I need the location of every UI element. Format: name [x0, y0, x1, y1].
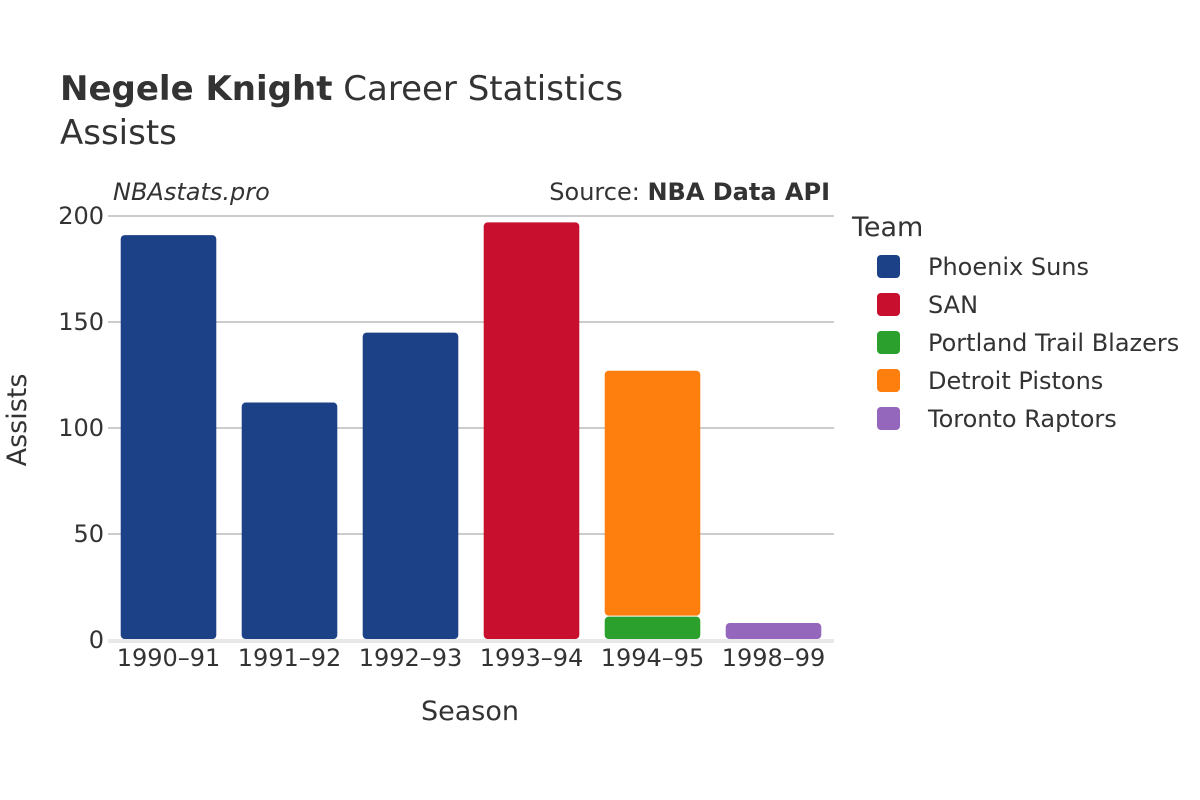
- legend-label: SAN: [928, 291, 978, 319]
- legend-swatch: [877, 255, 900, 278]
- legend-swatch: [877, 293, 900, 316]
- source-prefix: Source:: [549, 178, 647, 206]
- gridlines: [108, 215, 834, 643]
- legend-item-toronto-raptors[interactable]: Toronto Raptors: [877, 405, 1117, 433]
- bar-phoenix-suns-1992–93[interactable]: [362, 332, 459, 639]
- y-tick-labels: 0 50 100 150 200: [58, 202, 104, 654]
- bar-portland-trail-blazers-1994–95[interactable]: [604, 616, 701, 639]
- bar-toronto-raptors-1998–99[interactable]: [725, 623, 822, 639]
- y-axis-title: Assists: [2, 374, 33, 467]
- bar-phoenix-suns-1990–91[interactable]: [120, 235, 217, 639]
- source-name: NBA Data API: [647, 178, 830, 206]
- bar-phoenix-suns-1991–92[interactable]: [241, 402, 338, 639]
- x-tick-label: 1990–91: [117, 644, 221, 672]
- chart-subtitle: Assists: [60, 113, 177, 153]
- legend-swatch: [877, 369, 900, 392]
- legend-swatch: [877, 331, 900, 354]
- x-tick-label: 1991–92: [238, 644, 342, 672]
- bar-detroit-pistons-1994–95[interactable]: [604, 370, 701, 616]
- title-player-name: Negele Knight: [60, 69, 332, 109]
- legend-item-portland-trail-blazers[interactable]: Portland Trail Blazers: [877, 329, 1179, 357]
- y-tick-label: 200: [58, 202, 104, 230]
- y-tick-label: 50: [73, 520, 104, 548]
- legend-item-san[interactable]: SAN: [877, 291, 978, 319]
- legend-swatch: [877, 407, 900, 430]
- bar-san-1993–94[interactable]: [483, 222, 580, 640]
- legend-label: Detroit Pistons: [928, 367, 1103, 395]
- legend-label: Portland Trail Blazers: [928, 329, 1179, 357]
- x-tick-label: 1998–99: [722, 644, 826, 672]
- y-tick-label: 150: [58, 308, 104, 336]
- watermark: NBAstats.pro: [113, 178, 270, 206]
- legend-label: Phoenix Suns: [928, 253, 1089, 281]
- x-axis-title: Season: [421, 696, 519, 727]
- title-rest: Career Statistics: [332, 69, 623, 109]
- legend-item-detroit-pistons[interactable]: Detroit Pistons: [877, 367, 1103, 395]
- x-tick-label: 1992–93: [359, 644, 463, 672]
- source-label: Source: NBA Data API: [549, 178, 830, 206]
- legend: Phoenix Suns SAN Portland Trail Blazers Det…: [877, 253, 1179, 433]
- x-tick-label: 1993–94: [480, 644, 584, 672]
- chart-title: Negele Knight Career Statistics: [60, 69, 623, 109]
- x-tick-labels: 1990–91 1991–92 1992–93 1993–94 1994–95 1998–…: [117, 644, 826, 672]
- legend-title: Team: [851, 212, 923, 243]
- y-tick-label: 100: [58, 414, 104, 442]
- legend-item-phoenix-suns[interactable]: Phoenix Suns: [877, 253, 1089, 281]
- x-tick-label: 1994–95: [601, 644, 705, 672]
- legend-label: Toronto Raptors: [927, 405, 1117, 433]
- bars: [120, 222, 822, 640]
- y-tick-label: 0: [89, 626, 104, 654]
